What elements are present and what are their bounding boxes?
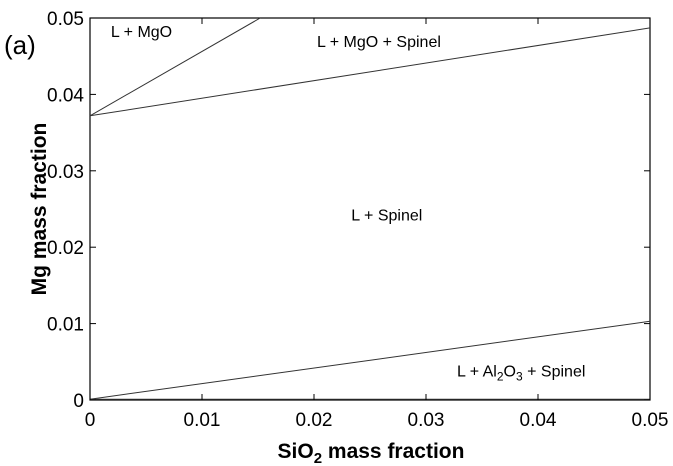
y-tick-label: 0	[73, 391, 84, 412]
y-tick-label: 0.04	[47, 85, 84, 106]
x-tick-label: 0.04	[520, 410, 557, 431]
y-tick-label: 0.03	[47, 162, 84, 183]
x-axis-label-main: SiO	[278, 440, 314, 463]
x-tick-label: 0	[85, 410, 96, 431]
x-axis-label-rest: mass fraction	[322, 440, 464, 463]
boundary-line-2	[89, 27, 651, 117]
x-tick-label: 0.01	[184, 410, 221, 431]
region-labels: L + MgO L + MgO + Spinel L + Spinel L + Al2…	[111, 24, 586, 383]
region-label-1: L + MgO	[111, 24, 172, 41]
y-axis-label: Mg mass fraction	[28, 123, 51, 296]
x-axis-label-subscript: 2	[314, 450, 322, 466]
region-label-4: L + Al2O3 + Spinel	[457, 363, 585, 383]
panel-label: (a)	[4, 30, 36, 60]
boundary-line-1	[89, 17, 261, 117]
y-tick-label: 0.01	[47, 315, 84, 336]
x-tick-label: 0.05	[632, 410, 669, 431]
y-tick-label: 0.05	[47, 9, 84, 30]
boundary-line-3	[89, 320, 651, 400]
region-label-2: L + MgO + Spinel	[317, 34, 441, 51]
axis-ticks: 0 0.01 0.02 0.03 0.04 0.05 0 0.01 0.02 0.03 0.04 0.…	[47, 9, 668, 431]
x-tick-label: 0.02	[296, 410, 333, 431]
boundary-lines	[89, 17, 651, 400]
plot-frame	[89, 17, 651, 401]
x-tick-label: 0.03	[408, 410, 445, 431]
region-label-3: L + Spinel	[351, 207, 422, 224]
y-tick-label: 0.02	[47, 238, 84, 259]
x-axis-label: SiO2 mass fraction	[278, 440, 465, 466]
